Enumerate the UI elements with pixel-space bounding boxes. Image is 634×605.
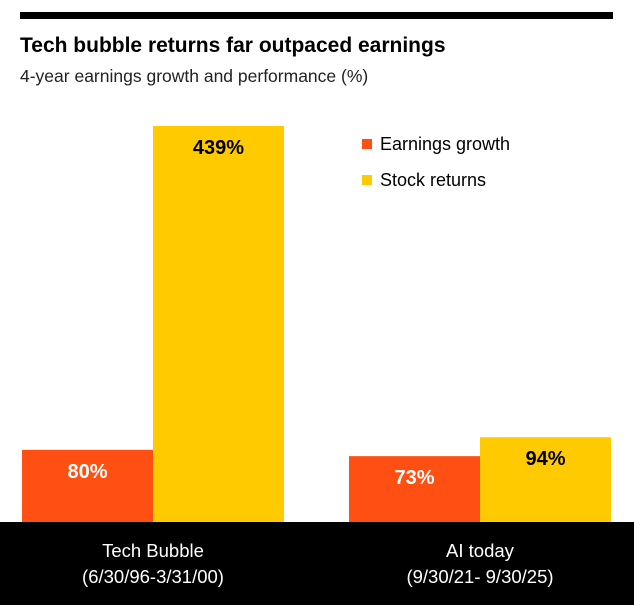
category-label-tech-bubble: Tech Bubble (6/30/96-3/31/00) [22,538,284,590]
category-label-ai-today-line2: (9/30/21- 9/30/25) [406,566,554,587]
top-rule [20,12,613,19]
bar-earnings-tech-bubble [22,449,153,522]
chart-subtitle: 4-year earnings growth and performance (… [20,66,369,86]
legend-swatch-returns [362,175,372,185]
category-label-tech-bubble-line2: (6/30/96-3/31/00) [82,566,224,587]
category-label-ai-today-line1: AI today [446,540,514,561]
chart-title: Tech bubble returns far outpaced earning… [20,34,446,57]
category-label-tech-bubble-line1: Tech Bubble [102,540,204,561]
bar-returns-ai-today [480,437,611,522]
legend-item-returns: Stock returns [362,162,510,198]
legend-label-returns: Stock returns [380,169,487,190]
category-label-ai-today: AI today (9/30/21- 9/30/25) [349,538,611,590]
data-label-returns-tech-bubble: 439% [193,137,244,159]
bar-returns-tech-bubble [153,126,284,522]
legend-swatch-earnings [362,139,372,149]
bar-earnings-ai-today [349,456,480,522]
category-axis-band: Tech Bubble (6/30/96-3/31/00) AI today (… [0,522,634,605]
data-label-earnings-tech-bubble: 80% [67,461,107,483]
data-label-returns-ai-today: 94% [525,448,565,470]
legend-label-earnings: Earnings growth [380,133,511,154]
data-label-earnings-ai-today: 73% [394,467,434,489]
legend-item-earnings: Earnings growth [362,126,510,162]
legend: Earnings growth Stock returns [362,126,510,198]
